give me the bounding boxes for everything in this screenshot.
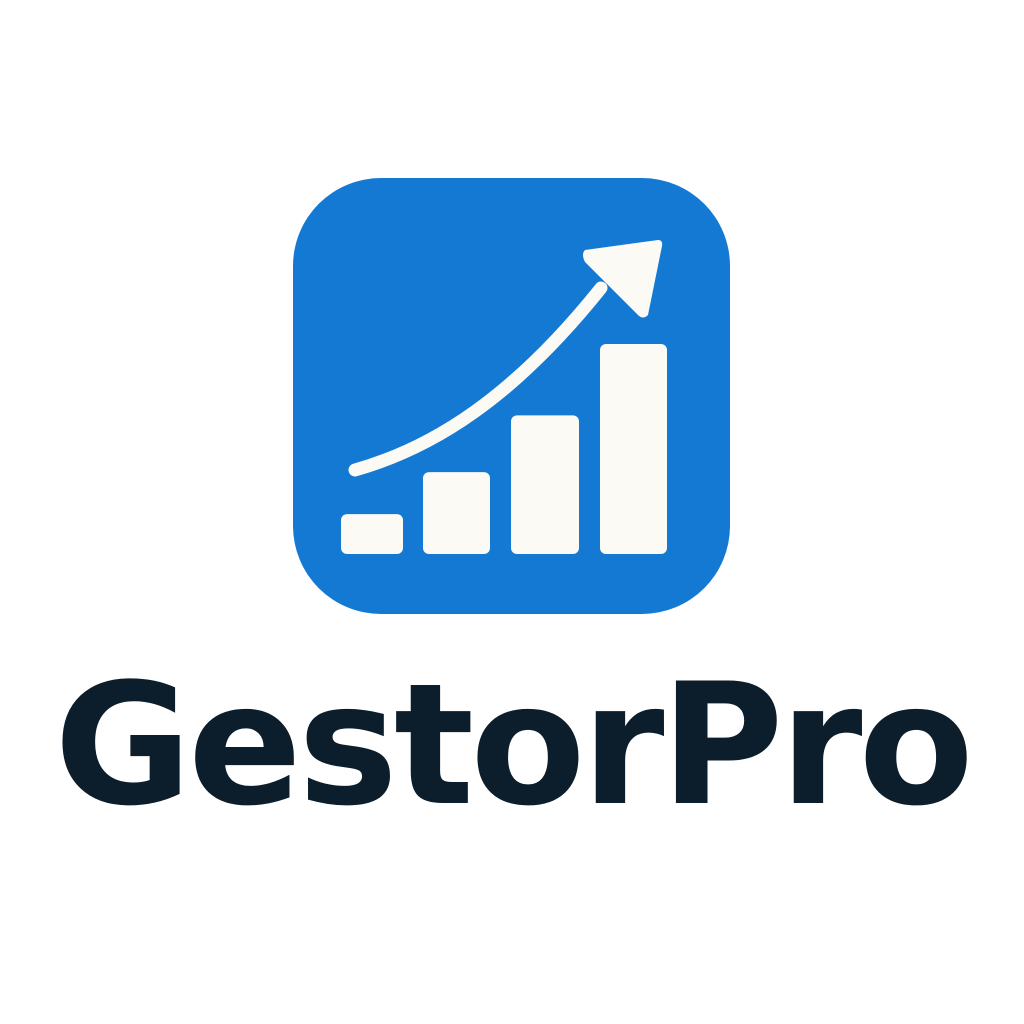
growth-arrow-head [583,240,663,318]
icon-bar-2 [423,472,490,554]
app-icon [293,178,730,614]
bar-group [341,344,667,554]
brand-wordmark: GestorPro [54,647,974,843]
growth-chart-icon [293,178,730,614]
icon-bar-4 [600,344,667,554]
growth-arrow-curve [348,281,608,477]
icon-bar-1 [341,514,403,554]
icon-bar-3 [511,415,579,554]
